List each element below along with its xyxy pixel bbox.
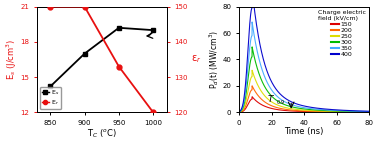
Y-axis label: ε$_r$: ε$_r$: [191, 54, 201, 65]
Legend: E$_s$, E$_r$: E$_s$, E$_r$: [40, 87, 61, 109]
X-axis label: Time (ns): Time (ns): [285, 127, 324, 136]
Text: $_{0.9}$: $_{0.9}$: [276, 98, 285, 107]
Text: $T$: $T$: [267, 93, 275, 104]
Legend: 150, 200, 250, 300, 350, 400: 150, 200, 250, 300, 350, 400: [317, 10, 366, 58]
Y-axis label: E$_s$ (J/cm$^3$): E$_s$ (J/cm$^3$): [4, 39, 19, 80]
X-axis label: T$_C$ ($^o$C): T$_C$ ($^o$C): [87, 127, 117, 140]
Y-axis label: P$_d$(t) (MW/cm$^3$): P$_d$(t) (MW/cm$^3$): [207, 30, 221, 89]
